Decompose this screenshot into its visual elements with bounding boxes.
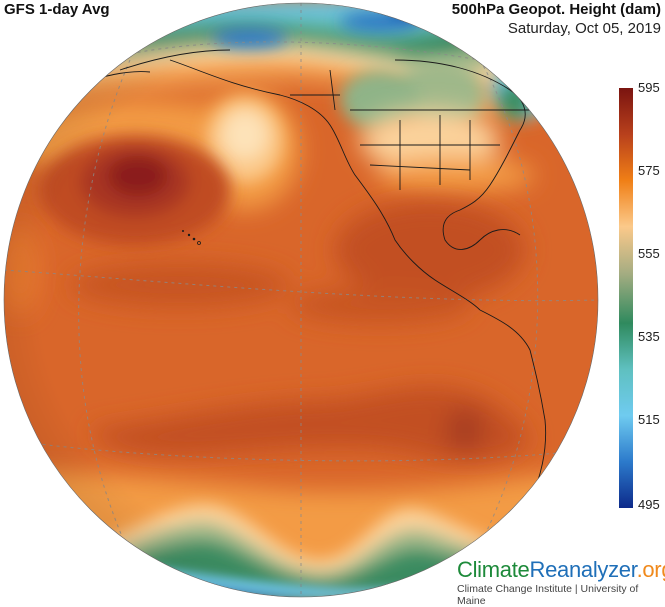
variable-title: 500hPa Geopot. Height (dam) [451, 1, 661, 18]
brand-name-org: .org [636, 557, 665, 582]
brand-name-climate: Climate [457, 557, 530, 582]
colorbar-tick-515: 515 [638, 412, 660, 427]
brand-name-reanalyzer: Reanalyzer [529, 557, 637, 582]
model-title: GFS 1-day Avg [4, 1, 110, 18]
brand-subtitle: Climate Change Institute | University of… [457, 583, 639, 607]
date-label: Saturday, Oct 05, 2019 [507, 20, 661, 37]
colorbar-tick-535: 535 [638, 329, 660, 344]
colorbar-tick-595: 595 [638, 80, 660, 95]
brand-logo[interactable]: ClimateReanalyzer.org [457, 557, 665, 583]
colorbar-tick-555: 555 [638, 246, 660, 261]
colorbar-tick-495: 495 [638, 497, 660, 512]
colorbar-tick-575: 575 [638, 163, 660, 178]
colorbar [619, 88, 633, 508]
